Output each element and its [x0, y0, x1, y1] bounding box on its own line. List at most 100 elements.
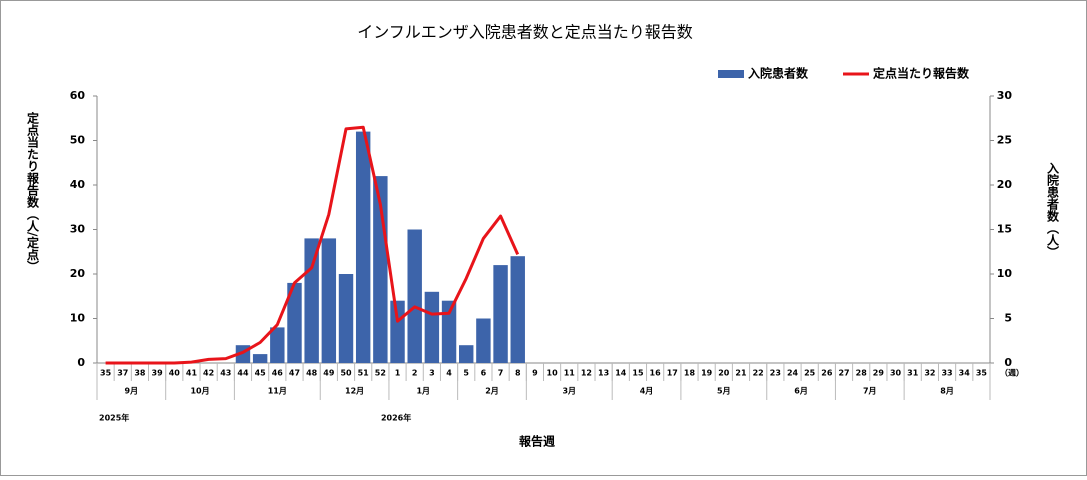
x-tick-label: 18 [684, 369, 696, 378]
x-tick-label: 12 [581, 369, 592, 378]
x-tick-label: 19 [701, 369, 713, 378]
y2-tick-label: 15 [997, 223, 1012, 236]
x-tick-label: 47 [289, 369, 300, 378]
line [105, 125, 520, 365]
bar [476, 318, 491, 363]
x-tick-label: 5 [463, 369, 469, 378]
year-label: 2026年 [381, 413, 411, 423]
legend-label: 定点当たり報告数 [873, 66, 970, 81]
month-label: 2月 [485, 387, 499, 396]
month-label: 7月 [863, 387, 877, 396]
legend-label: 入院患者数 [748, 66, 809, 81]
bar [270, 327, 285, 363]
legend-swatch [718, 70, 744, 78]
bar [510, 256, 525, 363]
month-label: 1月 [416, 387, 430, 396]
y-tick-label: 40 [70, 178, 86, 191]
bar [424, 291, 440, 363]
y2-axis-label: 入院患者数（人） [1046, 162, 1060, 258]
x-tick-label: 28 [856, 369, 868, 378]
x-tick-label: 15 [632, 369, 644, 378]
month-label: 3月 [562, 387, 576, 396]
bar [304, 238, 319, 363]
y-tick-label: 60 [70, 89, 86, 102]
month-label: 10月 [190, 387, 209, 396]
y-tick-label: 0 [77, 356, 85, 369]
x-tick-label: 13 [598, 369, 609, 378]
x-tick-label: 11 [564, 369, 576, 378]
year-label: 2025年 [99, 413, 129, 423]
x-tick-label: 30 [890, 369, 902, 378]
x-tick-label: 39 [152, 369, 164, 378]
x-tick-label: 3 [429, 369, 435, 378]
x-axis-label: 報告週 [519, 434, 555, 449]
x-tick-label: 46 [272, 369, 284, 378]
bar [338, 274, 354, 363]
x-tick-label: 37 [117, 369, 128, 378]
y2-tick-label: 0 [1004, 356, 1012, 369]
month-label: 6月 [794, 387, 808, 396]
month-label: 4月 [640, 387, 654, 396]
y-tick-label: 10 [70, 312, 86, 325]
x-tick-label: 49 [323, 369, 335, 378]
x-tick-label: 17 [667, 369, 678, 378]
month-label: 8月 [940, 387, 954, 396]
x-tick-label: 41 [186, 369, 198, 378]
x-tick-label: 8 [515, 369, 521, 378]
bar [493, 265, 508, 363]
bar [321, 238, 337, 363]
bar [252, 354, 268, 363]
x-tick-label: 22 [753, 369, 764, 378]
x-tick-label: 4 [446, 369, 452, 378]
y2-tick-label: 30 [997, 89, 1013, 102]
bar [390, 300, 405, 363]
y-tick-label: 30 [70, 223, 86, 236]
x-tick-label: 35 [100, 369, 112, 378]
x-tick-label: 6 [481, 369, 487, 378]
x-tick-label: 52 [375, 369, 386, 378]
x-tick-label: 33 [941, 369, 952, 378]
y-tick-label: 50 [70, 134, 86, 147]
y2-tick-label: 5 [1004, 312, 1012, 325]
x-tick-label: 2 [412, 369, 418, 378]
y2-tick-label: 20 [997, 178, 1013, 191]
x-tick-label: 9 [532, 369, 538, 378]
x-tick-label: 25 [804, 369, 816, 378]
x-tick-label: 21 [735, 369, 747, 378]
x-tick-label: 31 [907, 369, 919, 378]
y-tick-label: 20 [70, 267, 86, 280]
x-tick-label: 34 [959, 369, 971, 378]
x-tick-label: 32 [924, 369, 935, 378]
y2-tick-label: 10 [997, 267, 1013, 280]
x-tick-label: 24 [787, 369, 799, 378]
x-tick-label: 27 [838, 369, 849, 378]
month-label: 11月 [268, 387, 287, 396]
bar [441, 300, 457, 363]
x-tick-label: 38 [134, 369, 146, 378]
x-tick-label: 50 [340, 369, 352, 378]
x-tick-label: 20 [718, 369, 730, 378]
x-tick-label: 14 [615, 369, 627, 378]
bar [407, 229, 422, 363]
x-tick-label: 26 [821, 369, 833, 378]
x-tick-label: 23 [770, 369, 781, 378]
x-tick-label: 1 [395, 369, 401, 378]
x-tick-label: 35 [976, 369, 988, 378]
x-tick-label: 43 [220, 369, 231, 378]
bar [355, 131, 371, 363]
x-tick-label: 51 [358, 369, 370, 378]
x-tick-label: 45 [255, 369, 267, 378]
x-tick-label: 40 [169, 369, 181, 378]
x-tick-label: 48 [306, 369, 318, 378]
x-tick-label: 29 [873, 369, 885, 378]
month-label: 12月 [345, 387, 364, 396]
x-tick-label: 7 [498, 369, 504, 378]
y2-tick-label: 25 [997, 134, 1012, 147]
x-tick-label: 10 [547, 369, 559, 378]
y-axis-label: 定点当たり報告数（人/定点） [26, 111, 40, 273]
bar [459, 345, 474, 363]
x-tick-label: 44 [237, 369, 249, 378]
x-unit: （週） [1000, 368, 1024, 378]
chart-title: インフルエンザ入院患者数と定点当たり報告数 [357, 23, 693, 42]
